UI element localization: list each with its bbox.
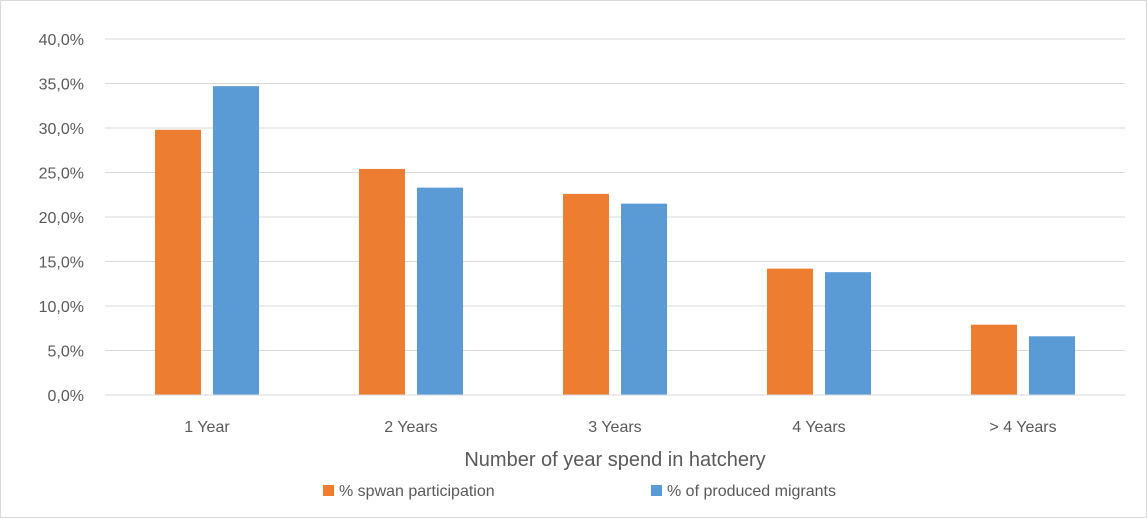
y-tick-label: 25,0% xyxy=(39,166,84,183)
gridlines xyxy=(105,38,1125,351)
legend-label: % of produced migrants xyxy=(667,483,836,500)
bars xyxy=(155,86,1075,396)
y-tick-label: 5,0% xyxy=(48,344,84,361)
bar xyxy=(767,268,813,395)
bar xyxy=(359,168,405,395)
bar xyxy=(1029,336,1075,395)
x-tick-label: > 4 Years xyxy=(989,419,1056,436)
y-tick-label: 40,0% xyxy=(39,32,84,49)
bar xyxy=(417,187,463,395)
bar xyxy=(563,193,609,395)
y-tick-label: 15,0% xyxy=(39,255,84,272)
bar xyxy=(825,272,871,395)
x-tick-label: 4 Years xyxy=(792,419,845,436)
x-axis-title: Number of year spend in hatchery xyxy=(464,449,765,471)
bar xyxy=(971,324,1017,395)
y-tick-label: 20,0% xyxy=(39,210,84,227)
x-tick-label: 2 Years xyxy=(384,419,437,436)
bar xyxy=(213,86,259,396)
legend: % spwan participation % of produced migra… xyxy=(323,483,836,500)
y-tick-label: 30,0% xyxy=(39,121,84,138)
bar xyxy=(155,129,201,395)
y-tick-label: 10,0% xyxy=(39,299,84,316)
bar xyxy=(621,203,667,395)
x-tick-label: 1 Year xyxy=(184,419,230,436)
y-axis-tick-labels: 0,0% 5,0% 10,0% 15,0% 20,0% 25,0% 30,0% 35,0% 40… xyxy=(39,32,84,405)
legend-swatch xyxy=(323,485,334,496)
x-axis-tick-labels: 1 Year 2 Years 3 Years 4 Years > 4 Years xyxy=(184,419,1056,436)
legend-label: % spwan participation xyxy=(339,483,495,500)
y-tick-label: 35,0% xyxy=(39,77,84,94)
legend-swatch xyxy=(651,485,662,496)
y-tick-label: 0,0% xyxy=(48,388,84,405)
x-tick-label: 3 Years xyxy=(588,419,641,436)
